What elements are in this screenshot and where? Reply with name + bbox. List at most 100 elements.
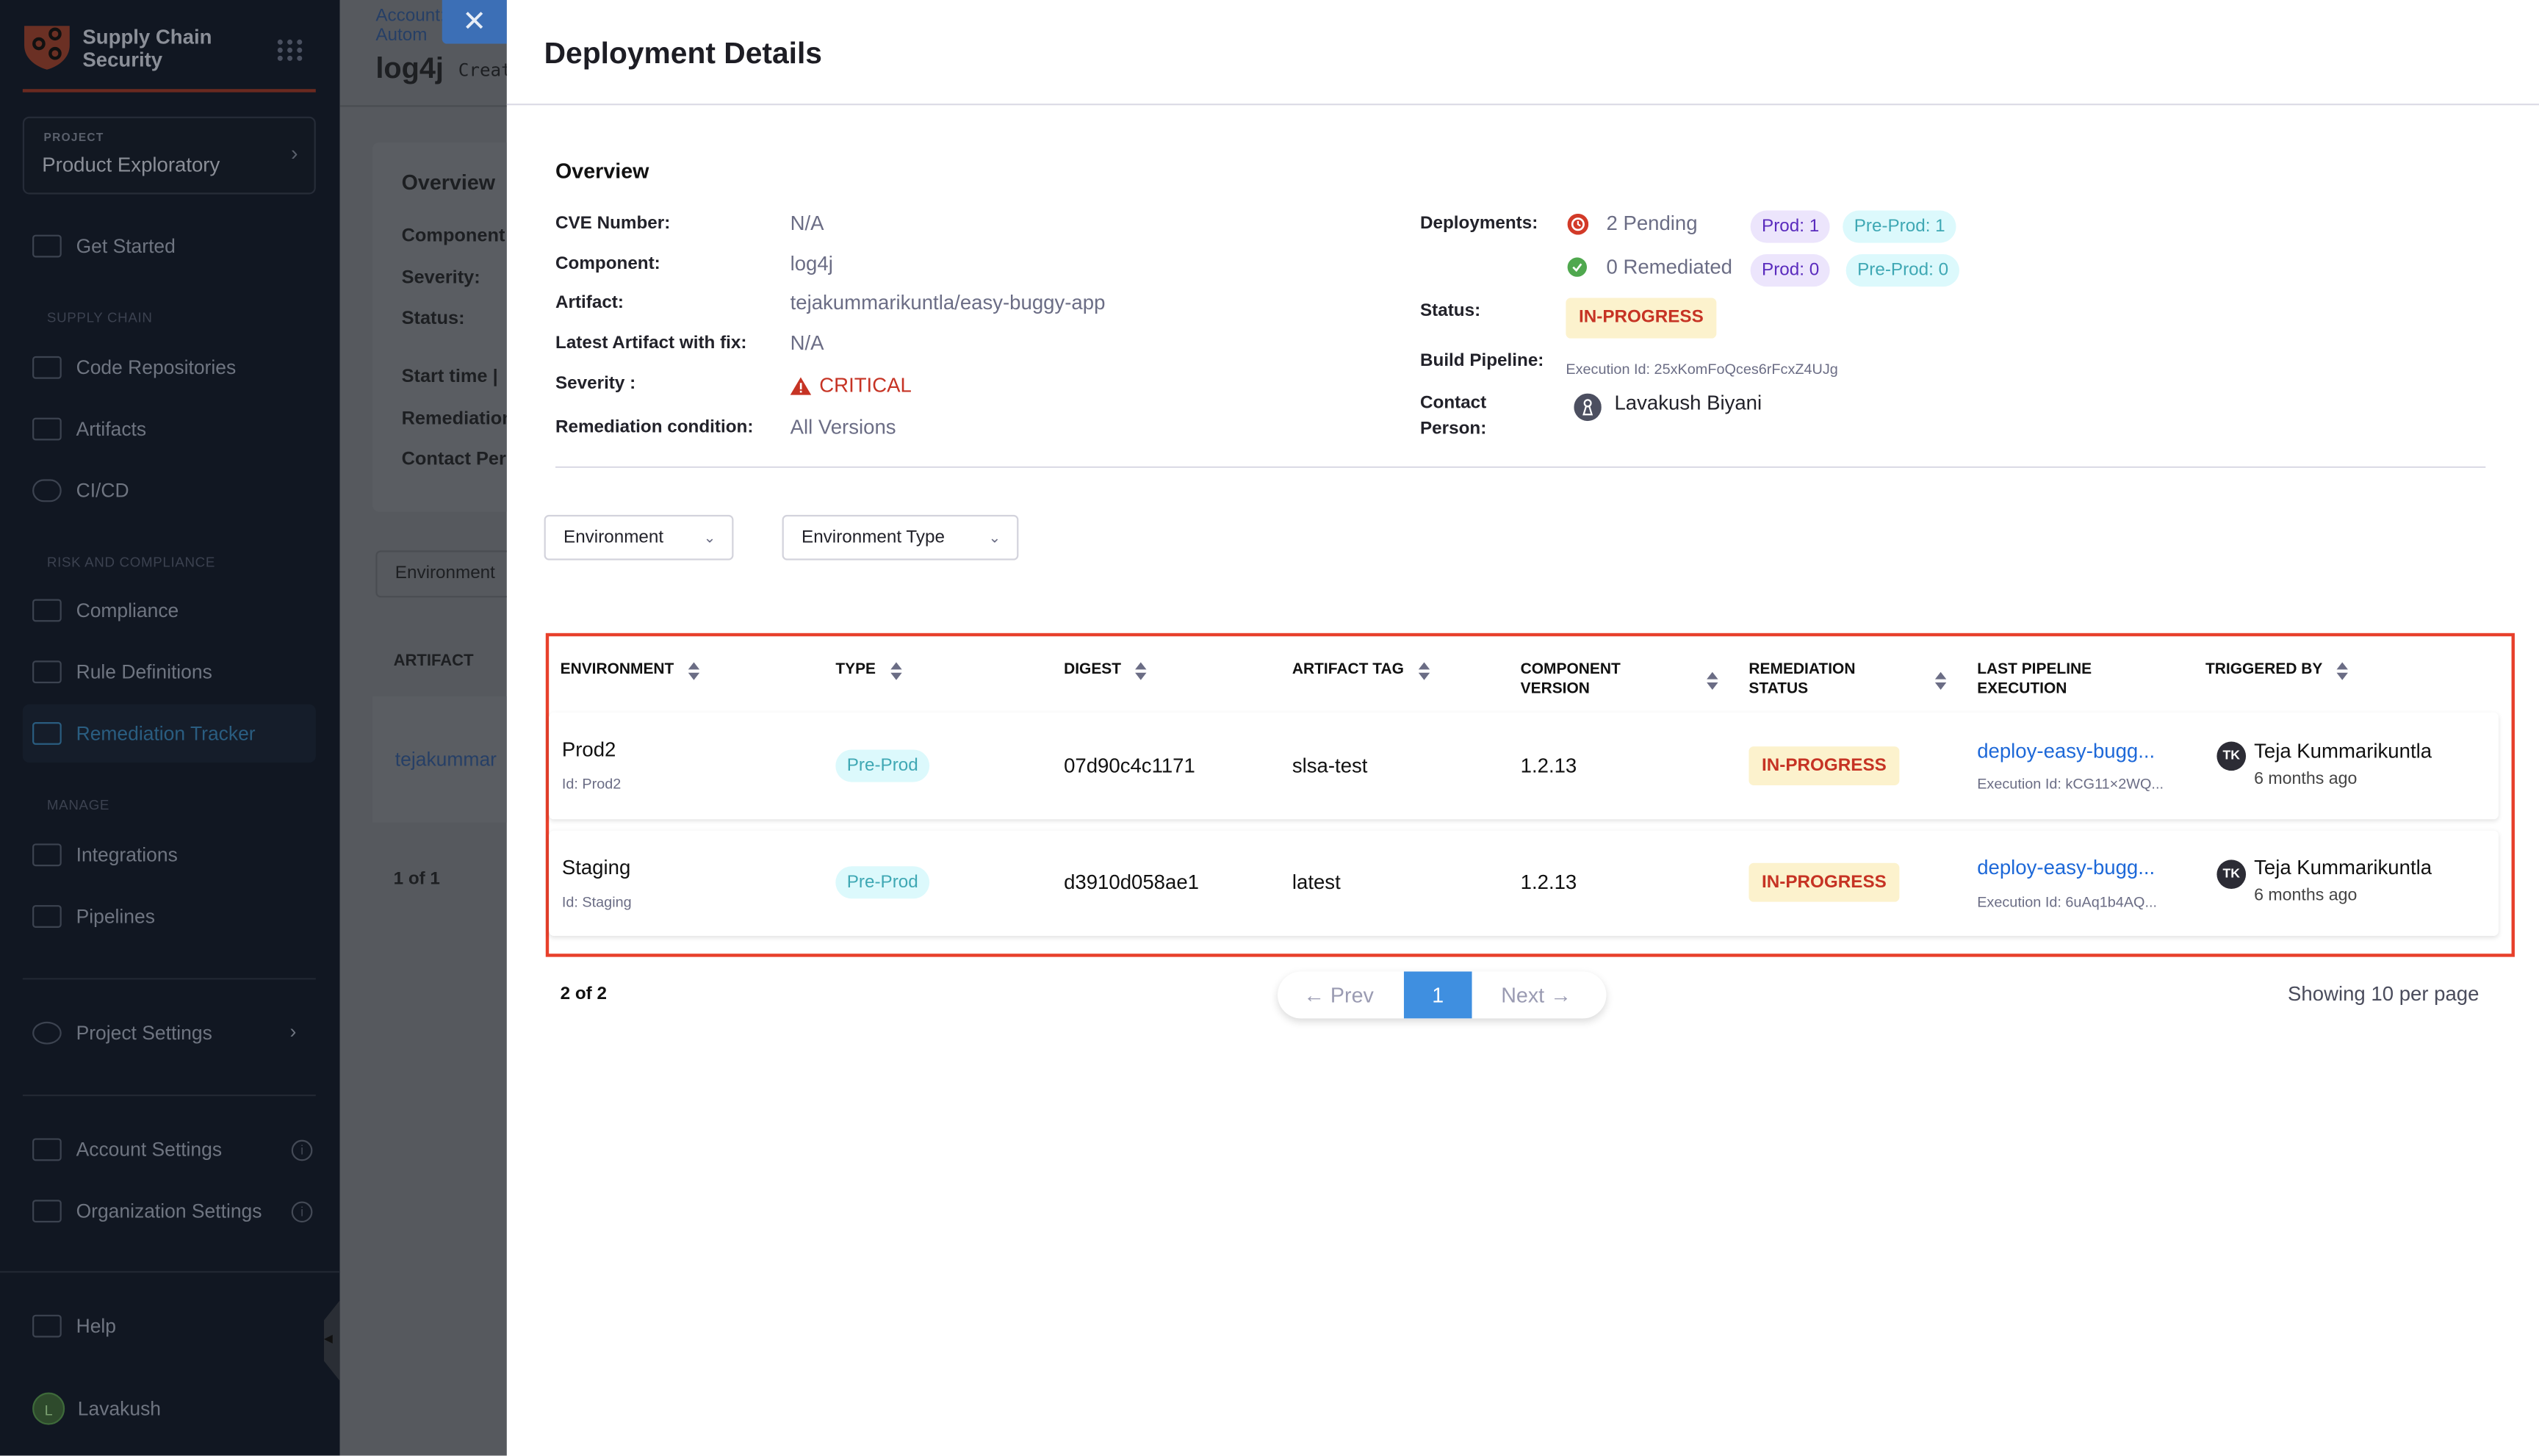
sort-icon[interactable] <box>688 661 700 680</box>
page-size-info: Showing 10 per page <box>2288 982 2479 1006</box>
component-version: 1.2.13 <box>1520 871 1577 894</box>
column-header-remediation-status[interactable]: REMEDIATION STATUS <box>1749 660 1947 699</box>
environment-filter[interactable]: Environment <box>375 550 507 598</box>
help-chat-icon <box>32 1314 62 1338</box>
column-header-digest[interactable]: DIGEST <box>1064 660 1148 680</box>
user-profile[interactable]: L Lavakush <box>32 1392 316 1425</box>
section-risk-compliance: RISK AND COMPLIANCE <box>46 553 216 570</box>
artifact-tag: slsa-test <box>1292 754 1368 777</box>
header-label: TYPE <box>835 660 876 679</box>
sidebar-item-rule-definitions[interactable]: Rule Definitions <box>32 656 316 688</box>
close-drawer-button[interactable]: ✕ <box>442 0 507 44</box>
sidebar-item-artifacts[interactable]: Artifacts <box>32 413 316 445</box>
header-label: ARTIFACT TAG <box>1292 660 1404 679</box>
next-page-button[interactable]: Next → <box>1501 982 1571 1007</box>
remediation-condition-value: All Versions <box>790 416 896 439</box>
prev-page-button[interactable]: ← Prev <box>1303 982 1374 1007</box>
column-header-artifact-tag[interactable]: ARTIFACT TAG <box>1292 660 1430 680</box>
project-selector[interactable]: PROJECT Product Exploratory › <box>22 116 316 195</box>
artifact-column-header: ARTIFACT <box>393 652 474 671</box>
contact-label-2: Person: <box>1419 419 1487 439</box>
column-header-triggered-by[interactable]: TRIGGERED BY <box>2205 660 2349 680</box>
box-icon <box>32 417 62 441</box>
artifact-label: Artifact: <box>555 292 624 313</box>
contact-label: Contact <box>1419 393 1487 414</box>
section-supply-chain: SUPPLY CHAIN <box>46 309 153 326</box>
sidebar-item-label: Rule Definitions <box>76 660 212 684</box>
cve-number-label: CVE Number: <box>555 213 671 234</box>
document-search-icon <box>32 599 62 622</box>
pagination: ← Prev 1 Next → <box>1278 971 1607 1019</box>
sort-icon[interactable] <box>1135 661 1148 680</box>
column-header-component-version[interactable]: COMPONENT VERSION <box>1521 660 1718 699</box>
header-label: DIGEST <box>1064 660 1122 679</box>
sidebar-item-help[interactable]: Help <box>32 1310 316 1342</box>
environment-filter-dropdown[interactable]: Environment ⌄ <box>544 514 734 561</box>
warning-triangle-icon <box>790 376 812 394</box>
remediation-condition-label: Remediation condition: <box>555 417 754 438</box>
breadcrumb: Account: Autom <box>375 6 445 46</box>
sidebar-item-project-settings[interactable]: Project Settings › <box>32 1017 316 1049</box>
app-grid-icon[interactable] <box>277 39 303 62</box>
divider <box>0 1271 340 1273</box>
info-icon[interactable]: i <box>291 1139 313 1161</box>
table-row[interactable]: Staging Id: Staging Pre-Prod d3910d058ae… <box>549 830 2499 936</box>
latest-artifact-label: Latest Artifact with fix: <box>555 334 747 353</box>
overview-title: Overview <box>555 159 649 184</box>
artifact-link[interactable]: tejakummar <box>395 748 497 771</box>
column-header-environment[interactable]: ENVIRONMENT <box>561 660 700 680</box>
sort-icon[interactable] <box>890 661 902 680</box>
pipeline-link[interactable]: deploy-easy-bugg... <box>1977 740 2156 763</box>
table-row[interactable]: Prod2 Id: Prod2 Pre-Prod 07d90c4c1171 sl… <box>549 712 2499 820</box>
label: Status: <box>401 309 465 329</box>
collapse-sidebar-handle[interactable]: ◀ <box>323 1300 340 1382</box>
info-icon[interactable]: i <box>291 1200 313 1222</box>
pipeline-icon <box>32 905 62 928</box>
clipboard-check-icon <box>32 660 62 684</box>
overview-title: Overview <box>401 170 496 195</box>
label: Start time | <box>401 367 498 387</box>
supply-chain-logo-icon <box>24 26 70 70</box>
sidebar-item-code-repositories[interactable]: Code Repositories <box>32 351 316 383</box>
sidebar-item-organization-settings[interactable]: Organization Settings i <box>32 1195 316 1228</box>
divider <box>506 104 2539 106</box>
environment-type-filter-dropdown[interactable]: Environment Type ⌄ <box>782 514 1019 561</box>
section-manage: MANAGE <box>46 796 110 813</box>
brand-divider <box>22 89 316 93</box>
sort-icon[interactable] <box>1418 661 1430 680</box>
severity-value: CRITICAL <box>790 374 912 397</box>
sort-icon[interactable] <box>1934 671 1947 689</box>
page-subtitle: Creat <box>458 60 507 82</box>
page-1-button[interactable]: 1 <box>1403 971 1472 1019</box>
sort-icon[interactable] <box>2337 661 2349 680</box>
sidebar-item-integrations[interactable]: Integrations <box>32 839 316 871</box>
column-header-type[interactable]: TYPE <box>835 660 902 680</box>
component-value: log4j <box>790 252 833 275</box>
header-label: REMEDIATION STATUS <box>1749 660 1856 698</box>
infinity-icon <box>32 479 62 502</box>
sidebar-item-get-started[interactable]: Get Started <box>32 230 316 262</box>
sidebar-item-pipelines[interactable]: Pipelines <box>32 900 316 932</box>
environment-id: Id: Staging <box>561 893 632 910</box>
environment-name: Staging <box>561 856 631 879</box>
triggered-by-user: Teja Kummarikuntla <box>2254 740 2432 763</box>
org-settings-icon <box>32 1200 62 1223</box>
sort-icon[interactable] <box>1707 671 1718 689</box>
divider <box>22 1094 316 1097</box>
sidebar-item-remediation-tracker[interactable]: Remediation Tracker <box>22 704 316 763</box>
sidebar-item-compliance[interactable]: Compliance <box>32 594 316 627</box>
type-badge: Pre-Prod <box>835 866 930 899</box>
sidebar-item-label: Help <box>76 1314 117 1338</box>
build-pipeline-execution-id[interactable]: Execution Id: 25xKomFoQces6rFcxZ4UJg <box>1566 361 1838 378</box>
sidebar-item-label: Project Settings <box>76 1021 212 1045</box>
sidebar-item-label: Account Settings <box>76 1138 223 1161</box>
divider <box>555 466 2486 468</box>
close-icon: ✕ <box>462 4 487 37</box>
pipeline-link[interactable]: deploy-easy-bugg... <box>1977 856 2156 879</box>
sidebar-item-cicd[interactable]: CI/CD <box>32 475 316 507</box>
pending-preprod-badge: Pre-Prod: 1 <box>1843 210 1957 243</box>
sidebar-item-account-settings[interactable]: Account Settings i <box>32 1134 316 1166</box>
sidebar-item-label: Organization Settings <box>76 1200 262 1223</box>
integrations-icon <box>32 843 62 867</box>
module-name: Supply Chain Security <box>82 26 212 71</box>
